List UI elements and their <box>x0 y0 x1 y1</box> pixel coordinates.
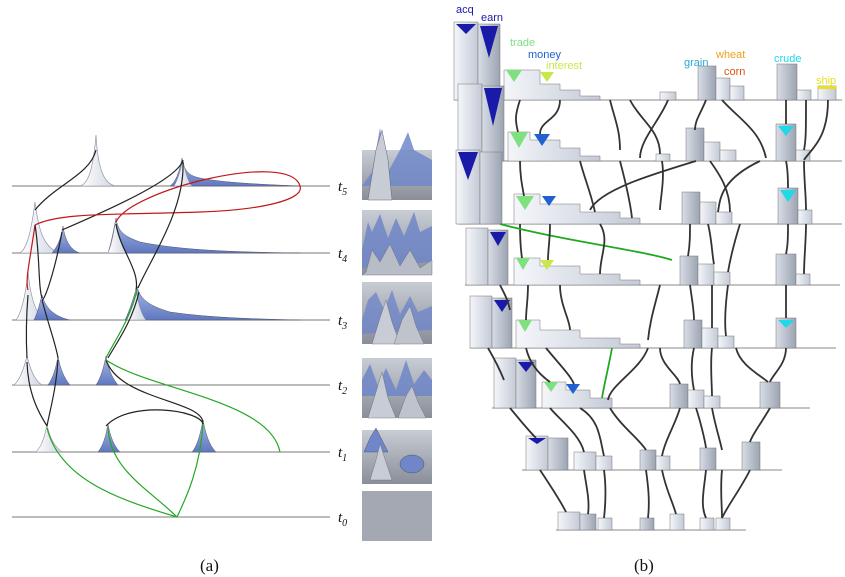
terrain-t2 <box>362 358 432 419</box>
link-curve <box>105 359 281 453</box>
peak-shape <box>169 157 301 187</box>
level-label-t4: t4 <box>338 246 347 265</box>
peak-shape <box>79 134 117 187</box>
link-curve <box>105 409 204 427</box>
panel-a-caption: (a) <box>200 556 219 575</box>
level-labels: t5 t4 t3 t2 t1 t0 <box>338 179 347 529</box>
peaks-t1 <box>35 419 217 453</box>
peak-shape <box>107 217 301 254</box>
row-1-columns <box>453 21 837 101</box>
link-curve <box>26 224 36 291</box>
peak-shape <box>18 201 61 254</box>
level-label-t0: t0 <box>338 510 347 529</box>
topic-label-crude: crude <box>774 53 802 65</box>
panel-b: acq earn trade money interest grain whea… <box>453 4 842 575</box>
panel-a-baselines <box>12 185 330 518</box>
terrain-t0 <box>362 491 432 541</box>
link-curve <box>61 159 184 231</box>
level-label-t1: t1 <box>338 445 347 464</box>
peak-shape <box>33 294 71 321</box>
peak-shape <box>51 225 81 254</box>
terrain-thumbnails <box>361 128 433 541</box>
link-curve <box>25 294 29 359</box>
link-curve <box>107 291 140 359</box>
peak-shape <box>124 285 301 321</box>
link-curve <box>34 149 97 211</box>
row-7-columns <box>525 435 761 471</box>
topic-label-trade: trade <box>510 37 535 49</box>
topic-label-wheat: wheat <box>715 49 745 61</box>
peak-shape <box>35 423 63 453</box>
row-4-columns <box>465 227 811 286</box>
peaks-t5 <box>79 134 301 187</box>
topic-label-ship: ship <box>816 75 836 87</box>
link-curve <box>46 359 59 427</box>
panel-a: t5 t4 t3 t2 t1 t0 <box>12 128 433 575</box>
link-curve <box>41 299 59 359</box>
peak-shape <box>191 419 217 453</box>
link-curve <box>26 361 48 427</box>
topic-label-corn: corn <box>724 66 745 78</box>
topic-label-money: money <box>528 49 562 61</box>
link-curve <box>46 427 178 518</box>
row-5-columns <box>469 295 797 349</box>
terrain-t5 <box>362 128 432 201</box>
level-label-t3: t3 <box>338 313 347 332</box>
level-label-t2: t2 <box>338 378 347 397</box>
link-curve <box>107 427 178 518</box>
terrain-t1 <box>362 427 432 484</box>
row-6-columns <box>493 357 781 409</box>
topic-label-earn: earn <box>481 12 503 24</box>
row-2-columns <box>457 83 811 162</box>
link-curve <box>105 359 204 423</box>
topic-label-acq: acq <box>456 4 474 16</box>
link-curve <box>105 289 138 359</box>
panel-a-links <box>25 149 301 518</box>
panel-b-links <box>487 99 829 519</box>
link-curve <box>137 161 184 289</box>
peaks-t2 <box>13 355 119 386</box>
level-label-t5: t5 <box>338 179 347 198</box>
panel-b-caption: (b) <box>634 556 654 575</box>
topic-labels: acq earn trade money interest grain whea… <box>456 4 836 87</box>
peaks-t3 <box>15 271 301 321</box>
terrain-t4 <box>361 210 433 276</box>
link-curve <box>34 171 301 226</box>
link-curve <box>34 224 43 299</box>
link-curve <box>115 223 138 291</box>
peak-shape <box>47 355 71 386</box>
row-8-columns <box>557 511 731 531</box>
peak-shape <box>95 355 119 386</box>
topic-label-grain: grain <box>684 57 708 69</box>
link-curve <box>41 231 63 301</box>
link-curve <box>176 423 204 518</box>
topic-label-interest: interest <box>546 60 582 72</box>
terrain-t3 <box>362 282 432 345</box>
